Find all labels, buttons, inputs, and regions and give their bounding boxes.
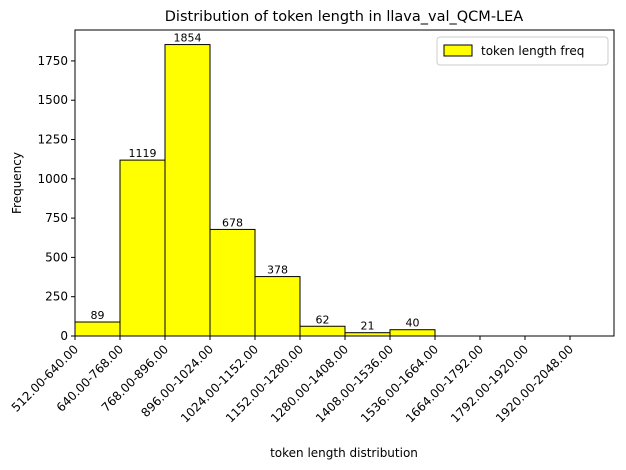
y-tick-label: 1000 bbox=[37, 172, 68, 186]
bar-value-label: 678 bbox=[222, 216, 243, 229]
bar-labels: 89 1119 1854 678 378 62 21 40 bbox=[91, 32, 420, 333]
y-axis: 0 250 500 750 1000 1250 1500 1750 bbox=[37, 54, 75, 343]
bars bbox=[74, 44, 436, 337]
bar-value-label: 1854 bbox=[174, 32, 202, 45]
x-axis-label: token length distribution bbox=[270, 446, 418, 460]
bar-value-label: 378 bbox=[267, 264, 288, 277]
bar-value-label: 62 bbox=[316, 313, 330, 326]
y-axis-label: Frequency bbox=[10, 152, 24, 214]
bar bbox=[164, 44, 211, 337]
chart-title: Distribution of token length in llava_va… bbox=[165, 9, 524, 25]
bar-value-label: 40 bbox=[406, 317, 420, 330]
plot-frame bbox=[74, 29, 615, 337]
bar bbox=[389, 329, 436, 337]
y-tick-label: 500 bbox=[45, 250, 68, 264]
bar bbox=[74, 321, 121, 337]
y-tick-label: 0 bbox=[60, 329, 68, 343]
legend-box bbox=[436, 36, 609, 66]
bar bbox=[254, 276, 301, 337]
bar bbox=[119, 159, 166, 337]
legend-label: token length freq bbox=[481, 44, 584, 58]
y-tick-label: 750 bbox=[45, 211, 68, 225]
y-tick-label: 250 bbox=[45, 290, 68, 304]
bar bbox=[209, 228, 256, 337]
legend-swatch bbox=[443, 44, 473, 57]
bar-value-label: 21 bbox=[361, 320, 375, 333]
bar-value-label: 1119 bbox=[129, 147, 157, 160]
legend: token length freq bbox=[436, 36, 609, 66]
bar bbox=[299, 325, 346, 337]
y-tick-label: 1500 bbox=[37, 93, 68, 107]
y-tick-label: 1250 bbox=[37, 133, 68, 147]
y-tick-label: 1750 bbox=[37, 54, 68, 68]
bar-value-label: 89 bbox=[91, 309, 105, 322]
